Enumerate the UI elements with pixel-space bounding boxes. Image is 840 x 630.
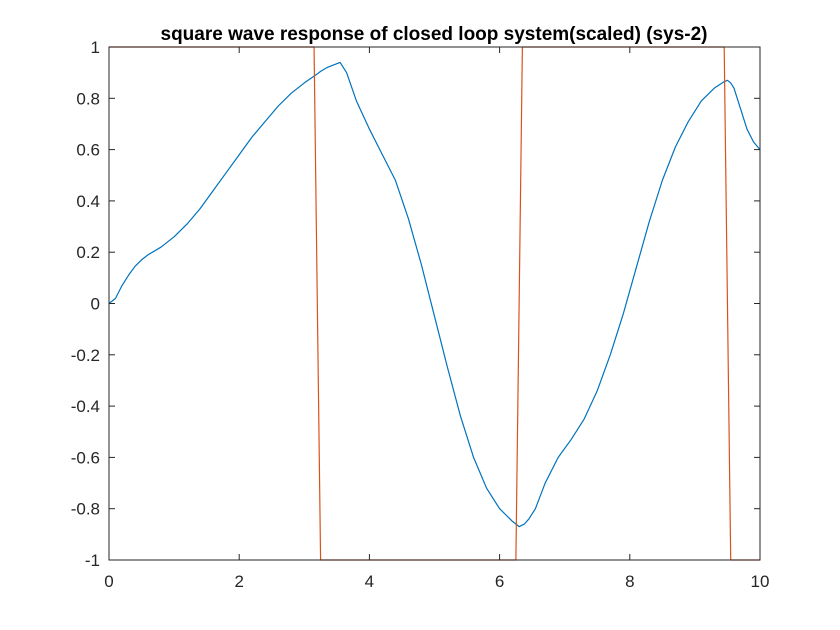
x-tick-label: 2 bbox=[234, 572, 243, 591]
y-tick-label: -0.8 bbox=[71, 500, 100, 519]
y-tick-label: 0.4 bbox=[76, 192, 100, 211]
y-tick-label: -0.2 bbox=[71, 346, 100, 365]
series-layer bbox=[108, 46, 761, 561]
y-tick-label: 0.8 bbox=[76, 89, 100, 108]
axes-box bbox=[108, 46, 761, 561]
series-line-2 bbox=[109, 46, 760, 561]
y-tick-label: 0 bbox=[91, 295, 100, 314]
x-tick-label: 0 bbox=[104, 572, 113, 591]
series-line-1 bbox=[108, 61, 761, 528]
y-tick-label: -1 bbox=[85, 551, 100, 570]
y-tick-label: -0.6 bbox=[71, 448, 100, 467]
y-tick-label: 0.2 bbox=[76, 243, 100, 262]
chart-title: square wave response of closed loop syst… bbox=[161, 24, 708, 45]
y-tick-label: 1 bbox=[91, 38, 100, 57]
x-tick-label: 8 bbox=[625, 572, 634, 591]
x-tick-label: 4 bbox=[365, 572, 374, 591]
y-tick-label: 0.6 bbox=[76, 141, 100, 160]
tick-layer: 0 2 4 6 8 10 -1 -0.8 -0.6 -0.4 -0.2 0 0.2 0.4 0.6 0.8 1 bbox=[71, 38, 770, 591]
x-tick-label: 10 bbox=[751, 572, 770, 591]
x-tick-label: 6 bbox=[495, 572, 504, 591]
y-tick-label: -0.4 bbox=[71, 397, 100, 416]
